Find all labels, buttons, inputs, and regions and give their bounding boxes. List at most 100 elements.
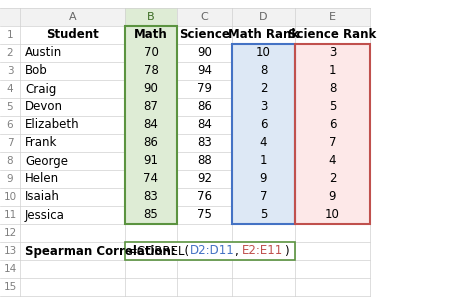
Text: 76: 76 [197, 191, 212, 204]
Text: 10: 10 [325, 208, 340, 221]
Text: 74: 74 [144, 172, 158, 185]
Text: 15: 15 [3, 282, 17, 292]
Text: D2:D11: D2:D11 [190, 245, 235, 258]
Text: Austin: Austin [25, 47, 62, 59]
Text: George: George [25, 155, 68, 168]
Text: Frank: Frank [25, 137, 57, 149]
Text: 90: 90 [197, 47, 212, 59]
Bar [295, 44, 370, 224]
Bar [232, 44, 295, 224]
Text: Science: Science [179, 28, 230, 41]
Text: 4: 4 [7, 84, 13, 94]
Bar [295, 152, 370, 170]
Text: Student: Student [46, 28, 99, 41]
Bar [232, 62, 295, 80]
Text: 12: 12 [3, 228, 17, 238]
Bar [232, 44, 295, 224]
Bar [295, 188, 370, 206]
Text: 1: 1 [329, 65, 336, 78]
Text: 90: 90 [144, 82, 158, 95]
Bar [295, 80, 370, 98]
Bar [125, 188, 177, 206]
Bar [125, 44, 177, 62]
Text: 3: 3 [7, 66, 13, 76]
Bar [125, 8, 177, 26]
Bar [295, 44, 370, 62]
Text: ,: , [235, 245, 242, 258]
Text: 5: 5 [7, 102, 13, 112]
Text: 7: 7 [7, 138, 13, 148]
Text: ): ) [283, 245, 288, 258]
Text: 75: 75 [197, 208, 212, 221]
Text: 85: 85 [144, 208, 158, 221]
Bar [125, 242, 295, 260]
Bar [232, 116, 295, 134]
Text: 88: 88 [197, 155, 212, 168]
Text: Helen: Helen [25, 172, 59, 185]
Bar [125, 116, 177, 134]
Text: 4: 4 [329, 155, 336, 168]
Text: 4: 4 [260, 137, 267, 149]
Text: E2:E11: E2:E11 [242, 245, 283, 258]
Bar [232, 134, 295, 152]
Bar [125, 206, 177, 224]
Bar [295, 116, 370, 134]
Bar [295, 98, 370, 116]
Text: 6: 6 [7, 120, 13, 130]
Text: 5: 5 [329, 101, 336, 114]
Bar [232, 188, 295, 206]
Text: 94: 94 [197, 65, 212, 78]
Text: 13: 13 [3, 246, 17, 256]
Text: 8: 8 [260, 65, 267, 78]
Bar [295, 206, 370, 224]
Bar [125, 26, 177, 224]
Bar [125, 134, 177, 152]
Text: 8: 8 [329, 82, 336, 95]
Bar [295, 170, 370, 188]
Text: 6: 6 [329, 118, 336, 131]
Text: 87: 87 [144, 101, 158, 114]
Text: Elizabeth: Elizabeth [25, 118, 80, 131]
Text: 9: 9 [7, 174, 13, 184]
Bar [125, 152, 177, 170]
Text: Craig: Craig [25, 82, 56, 95]
Bar [125, 98, 177, 116]
Bar [295, 44, 370, 224]
Text: Bob: Bob [25, 65, 48, 78]
Bar [295, 134, 370, 152]
Text: =CORREL(: =CORREL( [128, 245, 190, 258]
Text: B: B [147, 12, 155, 22]
Text: 86: 86 [197, 101, 212, 114]
Bar [125, 26, 177, 44]
Text: 1: 1 [7, 30, 13, 40]
Text: 7: 7 [329, 137, 336, 149]
Bar [125, 80, 177, 98]
Text: 78: 78 [144, 65, 158, 78]
Text: A: A [69, 12, 76, 22]
Text: Jessica: Jessica [25, 208, 65, 221]
Text: 92: 92 [197, 172, 212, 185]
Bar [232, 80, 295, 98]
Text: 3: 3 [260, 101, 267, 114]
Text: 83: 83 [197, 137, 212, 149]
Bar [232, 206, 295, 224]
Text: 70: 70 [144, 47, 158, 59]
Text: 79: 79 [197, 82, 212, 95]
Text: E: E [329, 12, 336, 22]
Text: 91: 91 [144, 155, 158, 168]
Bar [125, 170, 177, 188]
Text: 1: 1 [260, 155, 267, 168]
Text: 9: 9 [260, 172, 267, 185]
Text: Devon: Devon [25, 101, 63, 114]
Text: Isaiah: Isaiah [25, 191, 60, 204]
Text: 2: 2 [7, 48, 13, 58]
Text: 14: 14 [3, 264, 17, 274]
Text: 5: 5 [260, 208, 267, 221]
Text: 2: 2 [260, 82, 267, 95]
Text: Science Rank: Science Rank [288, 28, 377, 41]
Text: 2: 2 [329, 172, 336, 185]
Text: 6: 6 [260, 118, 267, 131]
Bar [125, 62, 177, 80]
Text: Spearman Correlation:: Spearman Correlation: [25, 245, 176, 258]
Bar [295, 62, 370, 80]
